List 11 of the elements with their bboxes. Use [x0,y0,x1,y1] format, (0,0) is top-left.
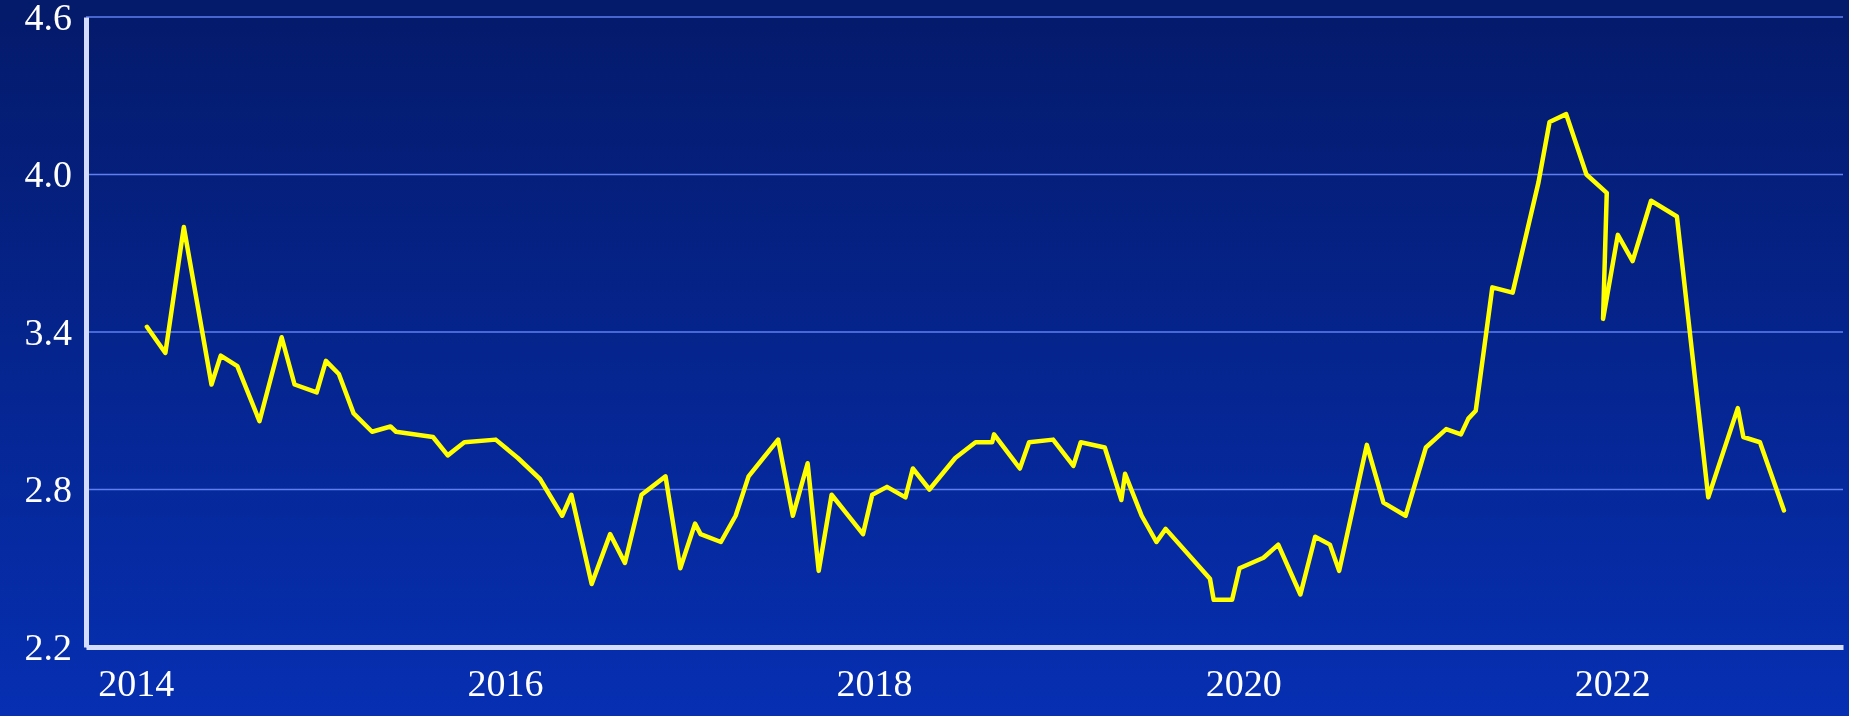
x-tick-label: 2018 [836,661,913,704]
x-tick-label: 2016 [467,661,544,704]
x-tick-label: 2022 [1574,661,1651,704]
y-tick-label: 4.6 [24,0,72,38]
line-series [144,111,1787,602]
y-tick-label: 2.8 [24,468,72,511]
x-tick-label: 2014 [98,661,175,704]
y-tick-label: 2.2 [24,625,72,668]
y-tick-label: 4.0 [24,153,72,196]
x-tick-label: 2020 [1205,661,1282,704]
y-tick-label: 3.4 [24,310,72,353]
